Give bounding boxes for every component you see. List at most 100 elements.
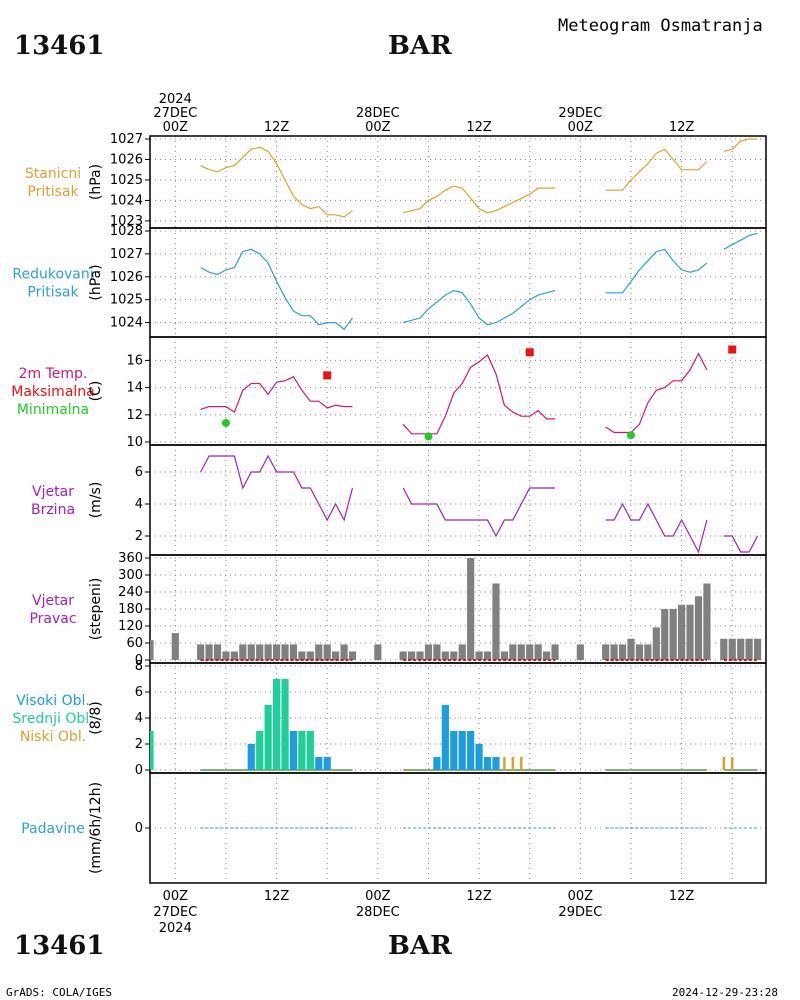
y-axis-unit: (mm/6h/12h): [88, 782, 104, 874]
wind-direction-bar: [272, 644, 281, 660]
y-tick-label: 1025: [110, 173, 143, 188]
y-tick-label: 1023: [110, 214, 143, 229]
series-line: [723, 535, 759, 553]
bottom-time-label: 12Z: [466, 889, 492, 904]
series-line: [402, 354, 555, 435]
wind-direction-bar: [500, 651, 508, 660]
y-tick-label: 12: [126, 408, 143, 423]
y-tick-label: 1026: [110, 270, 143, 285]
panel-data: [200, 345, 737, 441]
y-tick-label: 0: [135, 763, 143, 778]
y-axis-unit: (C): [88, 381, 104, 402]
panel-data: [200, 138, 758, 218]
y-tick-label: 240: [118, 585, 143, 600]
y-tick-label: 1024: [110, 193, 143, 208]
footer-credit: GrADS: COLA/IGES: [6, 986, 112, 999]
wind-direction-bar: [526, 644, 534, 660]
low-cloud-bar: [520, 757, 523, 770]
wind-direction-bar: [205, 644, 213, 660]
panel-sp: 1023 1024 1025 1026 1027 Stanicni Pritisak (hPa…: [25, 132, 767, 229]
y-tick-label: 16: [126, 353, 143, 368]
panel-label: 2m Temp.: [19, 366, 88, 382]
max-temp-marker: [728, 345, 737, 354]
station-name-bottom: BAR: [388, 931, 452, 961]
top-time-label: 00Z: [568, 120, 594, 135]
high-cloud-bar: [450, 731, 458, 770]
top-time-label: 2024: [159, 92, 192, 107]
meteogram-title: Meteogram Osmatranja: [558, 16, 763, 36]
wind-direction-bar: [315, 644, 323, 660]
panel-label: Minimalna: [17, 402, 89, 418]
high-cloud-bar: [467, 731, 475, 770]
panel-label: Maksimalna: [11, 384, 95, 400]
mid-cloud-bar: [272, 679, 281, 770]
wind-direction-bar: [602, 644, 610, 660]
min-temp-marker: [424, 432, 433, 441]
y-tick-label: 2: [135, 737, 143, 752]
top-time-label: 00Z: [365, 120, 391, 135]
wind-direction-bar: [551, 644, 559, 660]
high-cloud-bar: [289, 731, 298, 770]
y-axis-unit: (hPa): [88, 164, 104, 200]
wind-direction-bar: [635, 644, 644, 660]
bottom-time-label: 00Z: [365, 889, 391, 904]
series-line: [605, 248, 708, 294]
panel-rp: 1024 1025 1026 1027 1028 Redukovani Pritisak (h…: [12, 224, 767, 338]
y-axis-unit: (m/s): [88, 482, 104, 519]
wind-direction-bar: [678, 604, 686, 660]
wind-direction-bar: [669, 609, 677, 660]
y-tick-label: 180: [118, 602, 143, 617]
top-time-label: 12Z: [466, 120, 492, 135]
wind-direction-bar: [450, 651, 458, 660]
footer-timestamp: 2024-12-29-23:28: [672, 986, 778, 999]
mid-cloud-bar: [306, 731, 314, 770]
wind-direction-bar: [222, 651, 230, 660]
panel-label: Stanicni: [25, 166, 81, 182]
y-tick-label: 8: [135, 659, 143, 674]
wind-direction-bar: [247, 644, 255, 660]
mid-cloud-bar: [256, 731, 264, 770]
y-tick-label: 1024: [110, 316, 143, 331]
wind-direction-bar: [543, 651, 551, 660]
wind-direction-bar: [348, 651, 357, 660]
wind-direction-bar: [627, 638, 635, 660]
panel-frame: [149, 135, 767, 229]
panel-pr: 0 Padavine (mm/6h/12h): [21, 772, 767, 884]
high-cloud-bar: [475, 744, 483, 770]
series-line: [723, 138, 758, 152]
wind-direction-bar: [753, 638, 762, 660]
panel-data: [200, 454, 759, 554]
panel-label: Padavine: [21, 821, 85, 837]
bottom-time-label: 2024: [159, 921, 192, 936]
y-tick-label: 10: [126, 435, 143, 450]
bottom-time-label: 28DEC: [356, 905, 400, 920]
y-tick-label: 60: [126, 636, 143, 651]
station-name-top: BAR: [388, 31, 452, 61]
min-temp-marker: [221, 418, 230, 427]
panel-label: Pritisak: [27, 285, 79, 301]
series-line: [200, 248, 353, 331]
high-cloud-bar: [458, 731, 466, 770]
wind-direction-bar: [644, 644, 652, 660]
top-time-label: 12Z: [264, 120, 290, 135]
y-axis-unit: (stepeni): [88, 578, 104, 641]
panel-label: Pritisak: [27, 184, 79, 200]
bottom-time-label: 27DEC: [153, 905, 197, 920]
wind-direction-bar: [492, 583, 500, 660]
panel-frame: [149, 772, 767, 884]
wind-direction-bar: [239, 644, 247, 660]
wind-direction-bar: [424, 644, 433, 660]
wind-direction-bar: [433, 644, 441, 660]
wind-direction-bar: [467, 558, 475, 660]
high-cloud-bar: [247, 744, 255, 770]
wind-direction-bar: [332, 651, 340, 660]
y-tick-label: 4: [135, 711, 143, 726]
panel-ws: 2 4 6 Vjetar Brzina (m/s): [31, 444, 767, 556]
wind-direction-bar: [475, 651, 483, 660]
panel-t: 10 12 14 16 2m Temp. Maksimalna Minimalna(C): [11, 336, 767, 450]
y-tick-label: 6: [135, 685, 143, 700]
wind-direction-bar: [483, 651, 492, 660]
panel-data: [150, 679, 758, 771]
